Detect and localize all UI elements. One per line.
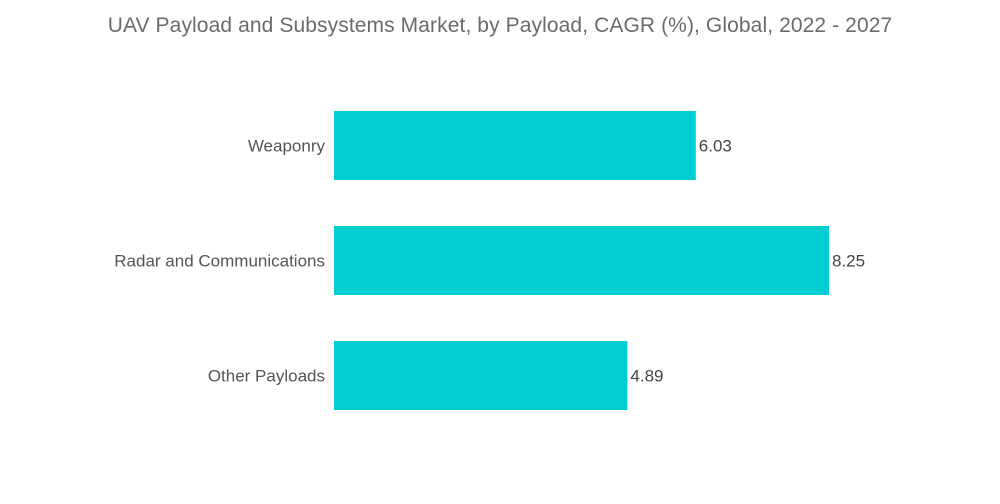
value-label: 6.03 (699, 137, 732, 156)
category-label: Radar and Communications (114, 252, 325, 271)
bar-weaponry (334, 111, 696, 180)
bar-other-payloads (334, 341, 628, 410)
category-label: Other Payloads (208, 367, 325, 386)
value-label: 8.25 (832, 252, 865, 271)
bar-radar-and-communications (334, 226, 829, 295)
category-label: Weaponry (248, 137, 326, 156)
value-label: 4.89 (630, 367, 663, 386)
chart-title: UAV Payload and Subsystems Market, by Pa… (107, 14, 893, 37)
